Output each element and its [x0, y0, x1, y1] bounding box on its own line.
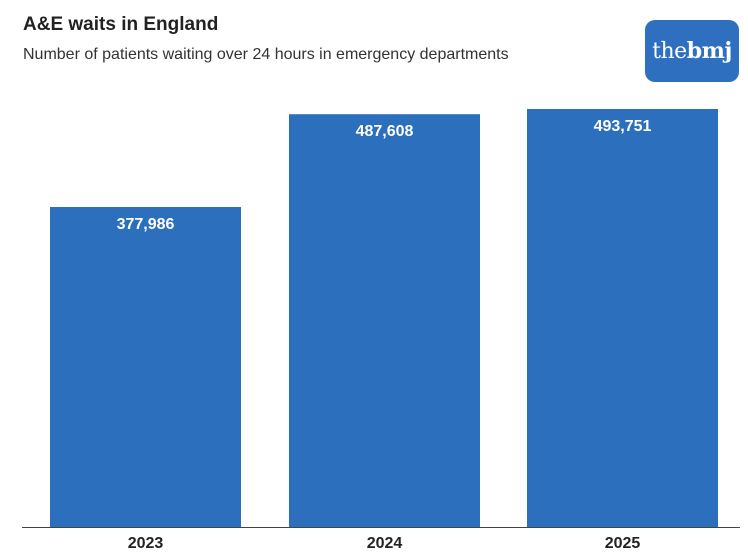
- chart-subtitle: Number of patients waiting over 24 hours…: [23, 46, 509, 63]
- x-tick-label-2024: 2024: [367, 535, 403, 552]
- logo-text-the: the: [652, 38, 687, 64]
- bar-2024: [289, 114, 480, 527]
- bar-value-label-2023: 377,986: [117, 216, 175, 233]
- bar-value-label-2024: 487,608: [356, 123, 414, 140]
- x-tick-label-2025: 2025: [605, 535, 641, 552]
- bar-2023: [50, 207, 241, 527]
- logo-text-bmj: bmj: [686, 38, 733, 64]
- bmj-logo: the bmj: [645, 20, 739, 82]
- bar-value-label-2025: 493,751: [594, 118, 652, 135]
- x-tick-label-2023: 2023: [128, 535, 164, 552]
- chart-title: A&E waits in England: [23, 14, 219, 35]
- bar-2025: [527, 109, 718, 527]
